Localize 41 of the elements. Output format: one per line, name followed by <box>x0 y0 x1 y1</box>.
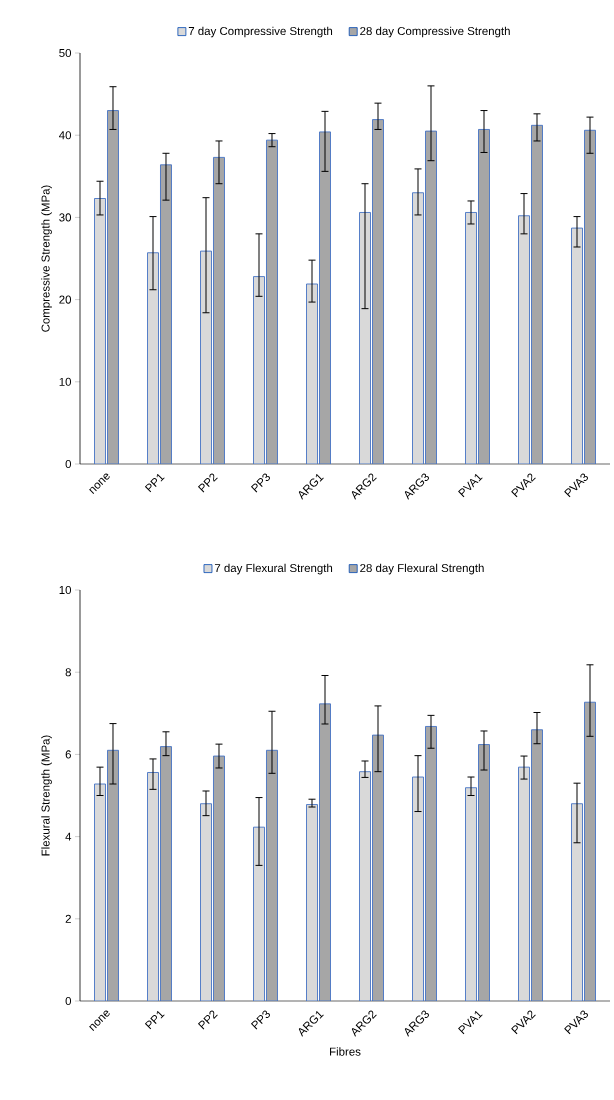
x-axis-title: Fibres <box>330 1047 361 1056</box>
bar <box>94 783 106 1002</box>
y-tick-label: 50 <box>59 48 72 58</box>
y-tick-label: 0 <box>65 459 72 469</box>
bar <box>147 772 159 1002</box>
bar <box>571 803 583 1002</box>
bar <box>266 749 278 1002</box>
y-tick-label: 0 <box>65 996 72 1006</box>
bar <box>478 744 490 1002</box>
bar <box>160 746 172 1002</box>
bar <box>372 734 384 1002</box>
bar <box>465 787 477 1002</box>
bar <box>253 826 265 1002</box>
bar <box>425 726 437 1002</box>
y-tick-label: 6 <box>65 750 71 759</box>
bar <box>412 776 424 1002</box>
bar <box>200 803 212 1002</box>
y-tick-label: 10 <box>59 585 72 595</box>
bar <box>584 701 596 1002</box>
y-tick-label: 40 <box>59 131 72 140</box>
x-tick-label: PP1 <box>144 1010 165 1030</box>
bar <box>213 755 225 1002</box>
legend-label: 28 day Compressive Strength <box>360 26 510 38</box>
y-tick-label: 2 <box>65 914 71 923</box>
y-axis-title: Flexural Strength (MPa) <box>41 735 52 856</box>
bar <box>531 729 543 1002</box>
y-tick-label: 30 <box>59 213 72 222</box>
y-tick-label: 4 <box>65 832 72 841</box>
bar <box>107 749 119 1002</box>
bar <box>319 703 331 1002</box>
bar <box>306 804 318 1002</box>
legend-label: 28 day Flexural Strength <box>360 563 484 575</box>
y-tick-label: 8 <box>65 668 71 677</box>
bar <box>359 771 371 1002</box>
legend-label: 7 day Compressive Strength <box>188 26 333 38</box>
bar <box>518 766 530 1002</box>
y-axis-title: Compressive Strength (MPa) <box>41 185 52 332</box>
y-tick-label: 10 <box>59 377 72 386</box>
y-tick-label: 20 <box>59 295 72 304</box>
x-tick-label: PP1 <box>144 473 165 493</box>
legend-label: 7 day Flexural Strength <box>214 563 333 575</box>
